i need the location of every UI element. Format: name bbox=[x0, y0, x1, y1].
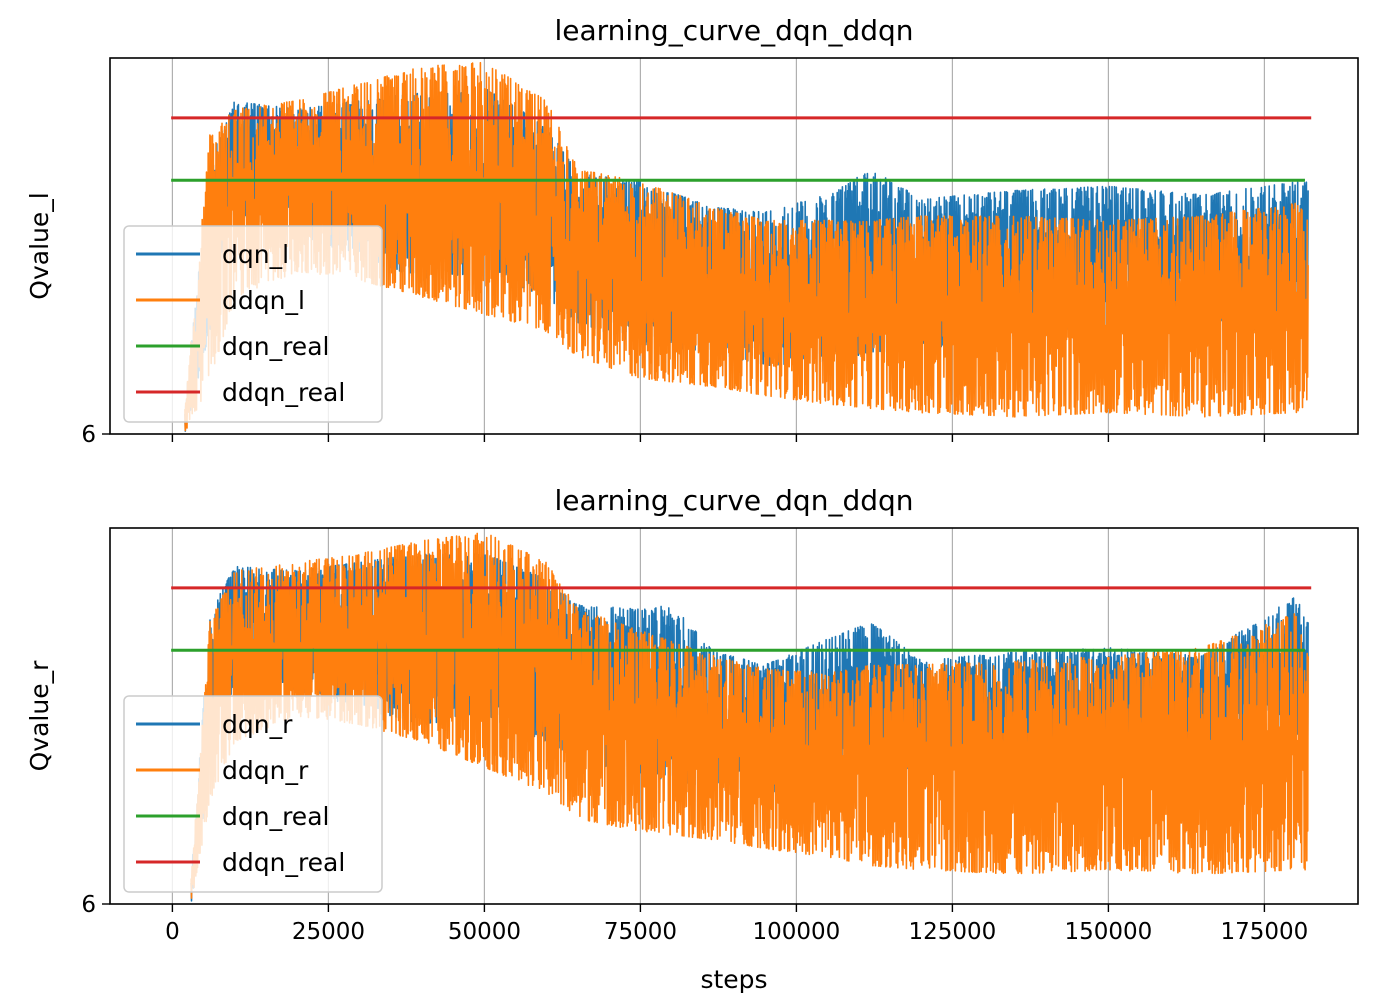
axes-frame bbox=[109, 57, 1359, 435]
x-tick-label: 150000 bbox=[1064, 919, 1152, 945]
chart-panel-1: 6 learning_curve_dqn_ddqn Qvalue_l dqn_lddq… bbox=[25, 14, 1359, 448]
x-tick-label: 75000 bbox=[604, 919, 677, 945]
chart-panel-2: 0 25000 50000 75000 100000 125000 150000 175000… bbox=[25, 484, 1359, 994]
x-tick-label: 50000 bbox=[448, 919, 521, 945]
legend-label-dqn_l: dqn_l bbox=[222, 240, 289, 269]
x-tick-label: 125000 bbox=[908, 919, 996, 945]
series-line-ddqn_r bbox=[190, 532, 1309, 899]
chart-title: learning_curve_dqn_ddqn bbox=[554, 484, 913, 517]
legend-label-ddqn_r: ddqn_r bbox=[222, 756, 309, 785]
legend: dqn_l ddqn_l dqn_real ddqn_real bbox=[123, 225, 383, 423]
x-tick-label: 175000 bbox=[1220, 919, 1308, 945]
legend-label-dqn_r: dqn_r bbox=[222, 710, 293, 739]
x-tick-label: 0 bbox=[165, 919, 180, 945]
chart-title: learning_curve_dqn_ddqn bbox=[554, 14, 913, 47]
y-tick-label: 6 bbox=[81, 892, 96, 918]
x-axis-label: steps bbox=[700, 965, 767, 994]
axes-frame bbox=[109, 527, 1359, 905]
x-tick-label: 100000 bbox=[752, 919, 840, 945]
legend-label-dqn_real: dqn_real bbox=[222, 802, 329, 831]
legend-frame bbox=[123, 695, 383, 893]
x-tick-label: 25000 bbox=[292, 919, 365, 945]
y-axis-label: Qvalue_r bbox=[25, 660, 54, 771]
plot-area bbox=[171, 532, 1312, 902]
legend-label-ddqn_real: ddqn_real bbox=[222, 378, 345, 407]
legend-frame bbox=[123, 225, 383, 423]
legend-label-ddqn_l: ddqn_l bbox=[222, 286, 305, 315]
legend-label-dqn_real: dqn_real bbox=[222, 332, 329, 361]
y-axis-label: Qvalue_l bbox=[25, 192, 54, 299]
legend: dqn_r ddqn_r dqn_real ddqn_real bbox=[123, 695, 383, 893]
y-tick-label: 6 bbox=[81, 422, 96, 448]
legend-label-ddqn_real: ddqn_real bbox=[222, 848, 345, 877]
